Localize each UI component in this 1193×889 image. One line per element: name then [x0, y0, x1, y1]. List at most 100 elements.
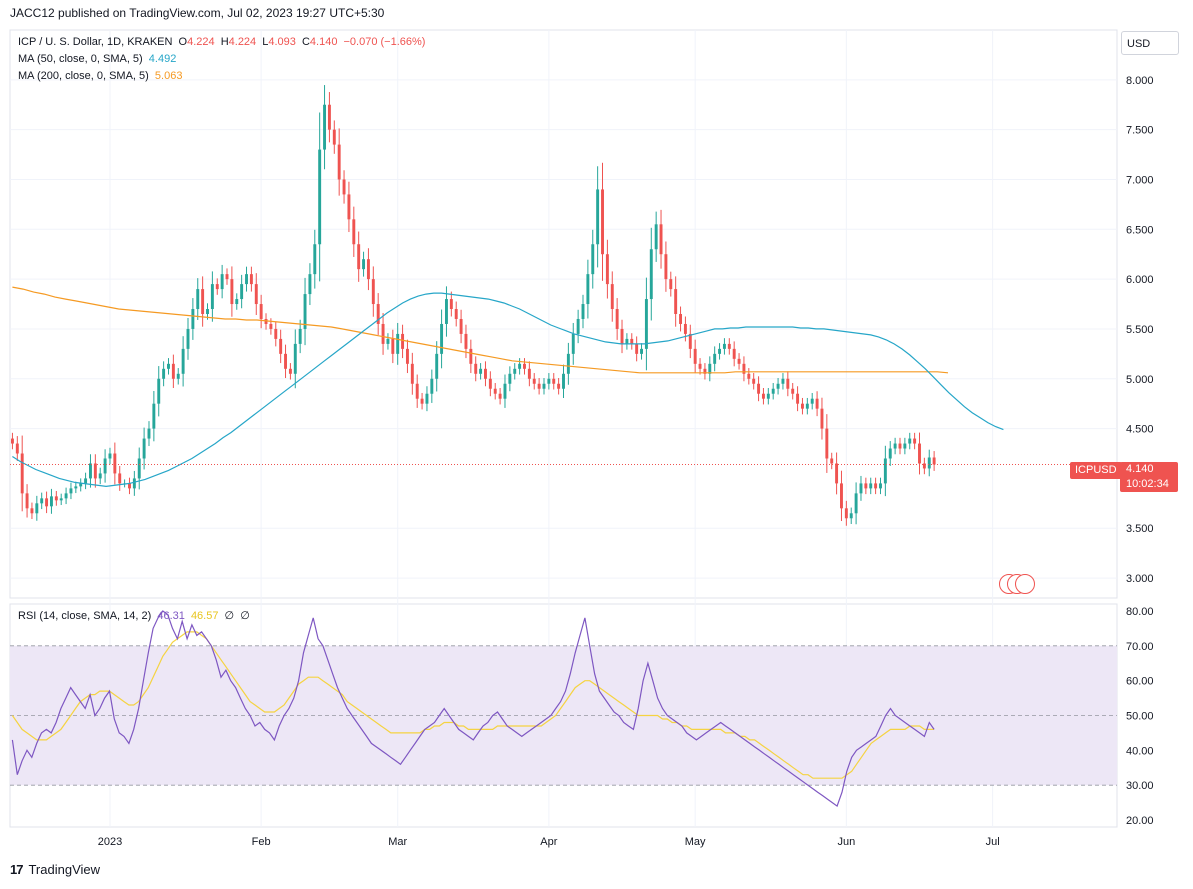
legend-symbol: ICP / U. S. Dollar, 1D, KRAKEN — [18, 36, 173, 48]
candle — [722, 338, 726, 355]
candle-body — [347, 194, 351, 220]
candle — [820, 397, 824, 440]
candle-body — [669, 279, 673, 290]
time-tick-label: Jun — [837, 836, 855, 848]
rsi-tick-label: 70.00 — [1126, 641, 1154, 653]
candle-body — [566, 353, 570, 374]
candle-body — [703, 368, 707, 374]
us-flag-icon[interactable] — [1015, 574, 1035, 594]
candle — [552, 373, 556, 390]
rsi-tick-label: 20.00 — [1126, 815, 1154, 827]
candle — [137, 447, 141, 490]
candle-body — [503, 383, 507, 399]
candle-body — [284, 353, 287, 369]
candle-body — [547, 378, 551, 384]
candle-body — [820, 408, 824, 429]
candle-body — [440, 323, 444, 354]
candle-body — [201, 289, 205, 314]
candle-body — [742, 363, 746, 374]
candle-body — [679, 314, 683, 324]
candle — [352, 206, 356, 257]
candle — [225, 268, 229, 285]
ma200-legend[interactable]: MA (200, close, 0, SMA, 5) 5.063 — [18, 70, 185, 82]
price-tick-label: 6.000 — [1126, 274, 1154, 286]
candle-body — [654, 224, 658, 250]
candle — [927, 449, 931, 477]
candle-body — [513, 368, 517, 374]
candle-body — [562, 373, 565, 389]
currency-selector[interactable]: USD — [1121, 31, 1179, 55]
ma50-label: MA (50, close, 0, SMA, 5) — [18, 53, 143, 65]
candle — [249, 266, 253, 292]
candle — [162, 361, 166, 387]
candle-body — [903, 443, 907, 449]
candle — [766, 387, 770, 405]
candle-body — [386, 338, 390, 344]
candle — [128, 477, 131, 495]
candle — [152, 390, 156, 442]
candle — [800, 397, 804, 415]
candle-body — [791, 388, 795, 394]
candle-body — [908, 438, 912, 444]
symbol-badge: ICPUSD — [1070, 462, 1122, 479]
candle-body — [376, 304, 380, 324]
candle-body — [313, 244, 317, 275]
candle-body — [176, 373, 180, 379]
candle — [874, 477, 878, 495]
candle-body — [362, 259, 366, 270]
candle-body — [401, 333, 405, 349]
candle — [742, 356, 746, 382]
candle — [40, 492, 44, 510]
candle — [74, 481, 78, 494]
candle — [493, 383, 497, 400]
rsi-ma-value: 46.57 — [190, 610, 219, 622]
candle — [54, 490, 58, 506]
candle-body — [459, 318, 463, 334]
candle — [147, 421, 151, 447]
candle — [186, 317, 190, 360]
candle-body — [849, 513, 853, 519]
candle-body — [415, 383, 419, 399]
candle — [883, 445, 887, 497]
candle-body — [93, 463, 97, 479]
rsi-legend[interactable]: RSI (14, close, SMA, 14, 2) 46.31 46.57 … — [18, 609, 253, 622]
candle — [454, 301, 458, 327]
candle — [718, 343, 722, 360]
candle — [215, 278, 219, 295]
candle-body — [488, 378, 492, 389]
candle — [840, 470, 843, 522]
attribution: JACC12 published on TradingView.com, Jul… — [10, 6, 385, 20]
candle — [284, 344, 287, 379]
candle-body — [220, 274, 224, 290]
candle-body — [352, 219, 356, 245]
time-tick-label: 2023 — [98, 836, 122, 848]
candle-body — [245, 274, 248, 285]
candle-body — [337, 144, 341, 180]
ma50-legend[interactable]: MA (50, close, 0, SMA, 5) 4.492 — [18, 53, 179, 65]
legend-close-label: C — [301, 36, 310, 48]
candle — [635, 336, 639, 362]
ma50-value: 4.492 — [148, 53, 177, 65]
economic-events[interactable] — [999, 574, 1043, 596]
price-tick-label: 3.000 — [1126, 573, 1154, 585]
candle-body — [761, 393, 765, 399]
candle-body — [186, 328, 190, 349]
candle-body — [444, 299, 448, 324]
candle-body — [235, 299, 239, 305]
candle — [659, 209, 663, 269]
candle — [630, 333, 634, 350]
candle — [732, 341, 736, 367]
candle — [698, 358, 702, 375]
footer-brand: TradingView — [28, 862, 101, 877]
legend-open: 4.224 — [187, 36, 215, 48]
candle — [503, 374, 507, 408]
candle-body — [89, 463, 92, 479]
candle-body — [147, 428, 151, 439]
candle — [113, 442, 117, 485]
legend-close: 4.140 — [309, 36, 338, 48]
candle — [103, 449, 107, 483]
candle-body — [108, 453, 112, 459]
candle — [761, 387, 765, 405]
candle-body — [610, 284, 614, 310]
